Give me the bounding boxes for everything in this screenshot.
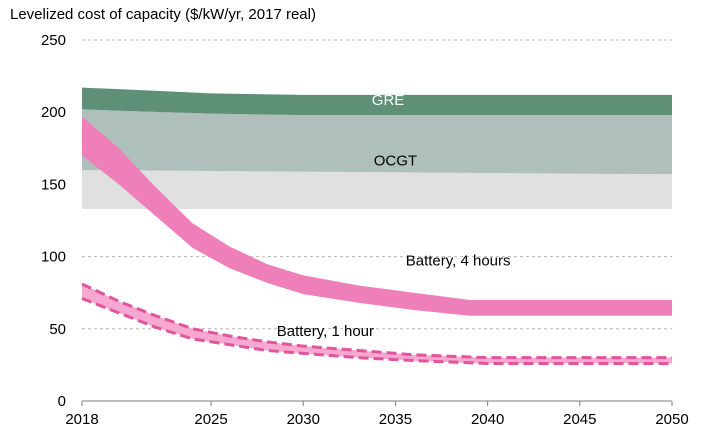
band-battery-4-hours	[82, 116, 672, 316]
y-tick-label-50: 50	[49, 321, 66, 338]
band-labels: GRE OCGT Battery, 4 hours Battery, 1 hour	[277, 92, 511, 340]
x-tick-label-2045: 2045	[563, 411, 596, 428]
data-bands	[81, 87, 672, 365]
chart-title: Levelized cost of capacity ($/kW/yr, 201…	[10, 6, 316, 23]
y-tick-label-150: 150	[41, 176, 66, 193]
band-ocgt	[82, 109, 672, 175]
x-tick-label-2018: 2018	[65, 411, 98, 428]
x-tick-label-2025: 2025	[194, 411, 227, 428]
y-tick-label-100: 100	[41, 249, 66, 266]
y-tick-label-0: 0	[58, 393, 66, 410]
band-gre	[82, 87, 672, 116]
label-battery-1-hour: Battery, 1 hour	[277, 323, 374, 340]
x-tick-label-2040: 2040	[471, 411, 504, 428]
axes: 2018 2025 2030 2035 2040 2045 2050 0 50 100 150 200…	[41, 32, 689, 428]
label-gre: GRE	[372, 92, 405, 109]
y-tick-label-250: 250	[41, 32, 66, 49]
band-battery-1-hour-lower-line	[81, 297, 672, 365]
x-tick-label-2030: 2030	[287, 411, 320, 428]
x-tick-label-2050: 2050	[655, 411, 688, 428]
x-tick-label-2035: 2035	[379, 411, 412, 428]
label-battery-4-hours: Battery, 4 hours	[406, 252, 511, 269]
label-ocgt: OCGT	[374, 153, 417, 170]
y-tick-label-200: 200	[41, 104, 66, 121]
band-ocgt-lower-range	[82, 169, 672, 209]
band-battery-1-hour-upper-line	[81, 282, 672, 360]
